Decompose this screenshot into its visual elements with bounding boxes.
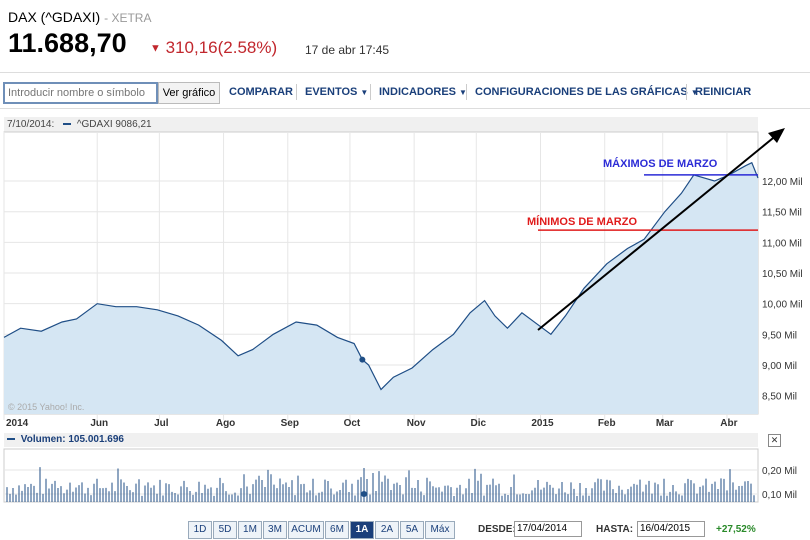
y-tick-label: 12,00 Mil bbox=[762, 177, 803, 188]
volume-info-bar: Volumen: 105.001.696 bbox=[4, 433, 758, 447]
to-date-input[interactable]: 16/04/2015 bbox=[637, 521, 705, 537]
divider bbox=[686, 84, 687, 100]
min-annotation-label: MÍNIMOS DE MARZO bbox=[527, 215, 637, 228]
volume-bars bbox=[3, 448, 759, 503]
chevron-down-icon: ▼ bbox=[360, 88, 369, 97]
y-tick-label: 11,50 Mil bbox=[762, 208, 802, 219]
annotations: MÁXIMOS DE MARZO MÍNIMOS DE MARZO bbox=[527, 128, 785, 331]
period-performance: +27,52% bbox=[716, 524, 756, 535]
x-tick-label: Jul bbox=[154, 418, 169, 429]
x-axis: 2014 Jun Jul Ago Sep Oct Nov Dic 2015 Feb Mar Abr bbox=[6, 418, 738, 429]
events-menu[interactable]: EVENTOS ▼ bbox=[305, 86, 368, 98]
down-arrow-icon: ▼ bbox=[150, 42, 161, 55]
y-tick-label: 9,50 Mil bbox=[762, 330, 797, 341]
hover-value: ^GDAXI 9086,21 bbox=[76, 119, 152, 130]
price-area bbox=[4, 162, 758, 414]
events-label: EVENTOS bbox=[305, 86, 358, 98]
compare-menu[interactable]: COMPARAR bbox=[229, 86, 293, 98]
volume-hover-marker bbox=[361, 491, 367, 497]
price-change: ▼ 310,16(2.58%) bbox=[150, 38, 277, 58]
chevron-down-icon: ▼ bbox=[459, 88, 467, 97]
volume-axis: 0,10 Mil 0,20 Mil bbox=[762, 466, 797, 501]
x-tick-label: Mar bbox=[656, 418, 674, 429]
range-button-3m[interactable]: 3M bbox=[263, 521, 287, 539]
volume-value: Volumen: 105.001.696 bbox=[20, 434, 124, 445]
indicators-menu[interactable]: INDICADORES ▼ bbox=[379, 86, 467, 98]
current-price: 11.688,70 bbox=[8, 28, 127, 58]
x-tick-label: Nov bbox=[407, 418, 426, 429]
range-button-5d[interactable]: 5D bbox=[213, 521, 237, 539]
max-annotation-label: MÁXIMOS DE MARZO bbox=[603, 157, 718, 170]
series-swatch bbox=[63, 123, 72, 126]
x-tick-label: Ago bbox=[216, 418, 235, 429]
volume-tick-label: 0,20 Mil bbox=[762, 466, 797, 477]
x-tick-label: Dic bbox=[471, 418, 487, 429]
trend-arrow-line bbox=[537, 133, 779, 331]
from-label: DESDE: bbox=[478, 524, 516, 535]
chevron-down-icon: ▼ bbox=[690, 88, 699, 97]
range-button-6m[interactable]: 6M bbox=[325, 521, 349, 539]
x-tick-label: 2015 bbox=[531, 418, 554, 429]
y-tick-label: 9,00 Mil bbox=[762, 361, 797, 372]
range-button-2a[interactable]: 2A bbox=[375, 521, 399, 539]
chart-info-bar: 7/10/2014: ^GDAXI 9086,21 bbox=[4, 117, 758, 132]
range-button-5a[interactable]: 5A bbox=[400, 521, 424, 539]
stock-name: DAX (^GDAXI) bbox=[8, 9, 101, 25]
y-tick-label: 8,50 Mil bbox=[762, 392, 797, 403]
x-tick-label: Sep bbox=[281, 418, 299, 429]
x-tick-label: Oct bbox=[344, 418, 361, 429]
divider bbox=[0, 72, 810, 73]
settings-label: CONFIGURACIONES DE LAS GRÁFICAS bbox=[475, 86, 688, 98]
chart-settings-menu[interactable]: CONFIGURACIONES DE LAS GRÁFICAS ▼ bbox=[475, 86, 699, 98]
range-button-1a[interactable]: 1A bbox=[350, 521, 374, 539]
hover-date: 7/10/2014: bbox=[7, 119, 55, 130]
close-volume-icon[interactable]: ✕ bbox=[768, 434, 781, 447]
y-tick-label: 11,00 Mil bbox=[762, 238, 802, 249]
range-button-máx[interactable]: Máx bbox=[425, 521, 455, 539]
hover-marker bbox=[359, 356, 366, 363]
x-tick-label: Jun bbox=[90, 418, 108, 429]
divider bbox=[0, 108, 810, 109]
view-chart-button[interactable]: Ver gráfico bbox=[158, 82, 220, 104]
indicators-label: INDICADORES bbox=[379, 86, 457, 98]
symbol-search-input[interactable] bbox=[3, 82, 158, 104]
x-tick-label: 2014 bbox=[6, 418, 29, 429]
y-tick-label: 10,50 Mil bbox=[762, 269, 803, 280]
watermark: © 2015 Yahoo! Inc. bbox=[8, 402, 84, 412]
divider bbox=[296, 84, 297, 100]
trend-arrow-head bbox=[768, 128, 785, 143]
range-button-1d[interactable]: 1D bbox=[188, 521, 212, 539]
range-button-1m[interactable]: 1M bbox=[238, 521, 262, 539]
exchange-label: - XETRA bbox=[104, 11, 152, 25]
stock-title: DAX (^GDAXI) - XETRA bbox=[8, 9, 151, 25]
divider bbox=[466, 84, 467, 100]
y-axis: 8,50 Mil 9,00 Mil 9,50 Mil 10,00 Mil 10,50 M… bbox=[762, 177, 803, 403]
divider bbox=[370, 84, 371, 100]
change-percent: (2.58%) bbox=[217, 38, 278, 57]
x-tick-label: Feb bbox=[598, 418, 616, 429]
volume-tick-label: 0,10 Mil bbox=[762, 490, 797, 501]
change-value: 310,16 bbox=[165, 38, 218, 57]
quote-time: 17 de abr 17:45 bbox=[305, 43, 390, 57]
reset-menu[interactable]: REINICIAR bbox=[695, 86, 752, 98]
volume-swatch bbox=[7, 438, 15, 441]
y-tick-label: 10,00 Mil bbox=[762, 300, 803, 311]
price-line bbox=[3, 161, 759, 391]
range-button-acum[interactable]: ACUM bbox=[288, 521, 324, 539]
to-label: HASTA: bbox=[596, 524, 634, 535]
x-tick-label: Abr bbox=[720, 418, 737, 429]
from-date-input[interactable]: 17/04/2014 bbox=[514, 521, 582, 537]
